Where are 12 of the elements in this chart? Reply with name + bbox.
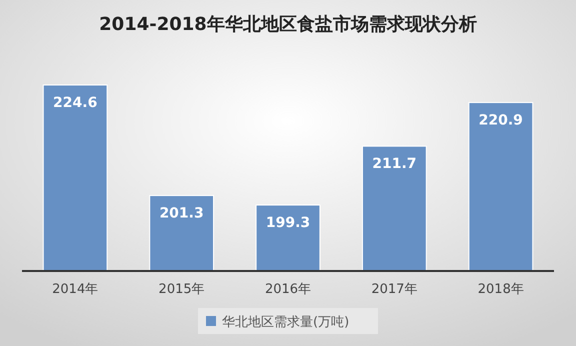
data-label: 224.6 xyxy=(53,95,98,111)
x-tick-label: 2018年 xyxy=(478,282,524,297)
data-label: 199.3 xyxy=(266,215,310,232)
text: 华北地区需求量(万吨) xyxy=(222,315,350,330)
data-label: 211.7 xyxy=(372,156,417,172)
x-tick-label: 2015年 xyxy=(158,282,205,297)
x-tick-label: 2016年 xyxy=(264,282,312,297)
x-tick-label: 2014年 xyxy=(52,282,98,297)
data-label: 201.3 xyxy=(159,206,204,222)
data-label: 220.9 xyxy=(478,112,523,129)
x-tick-label: 2017年 xyxy=(371,282,418,297)
chart-title: 2014-2018年华北地区食盐市场需求现状分析 xyxy=(99,14,477,35)
